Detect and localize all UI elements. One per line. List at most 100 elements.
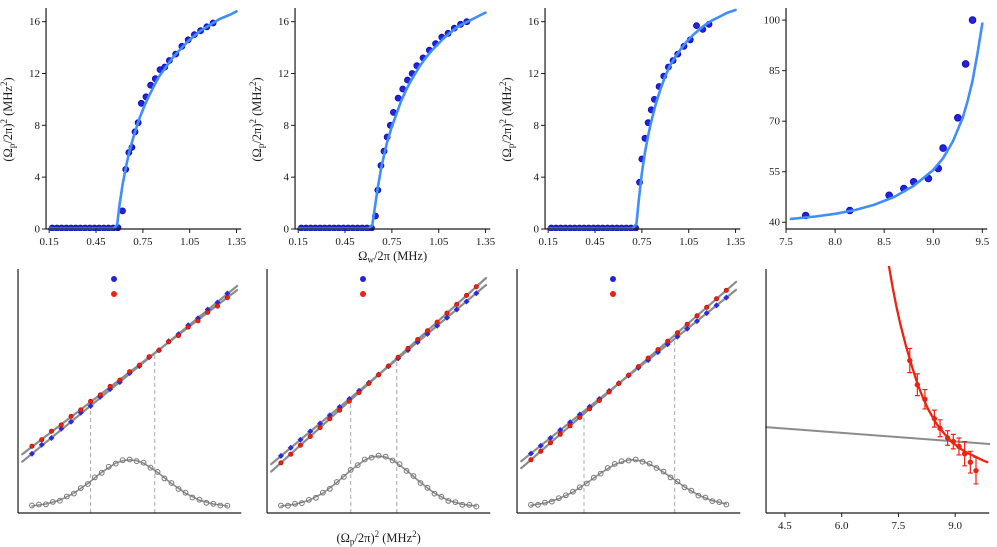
axes: 7.5 8.0 8.5 9.0 9.5 40 55 70 85 100 bbox=[763, 8, 989, 248]
x-axis-label: (Ωp/2π)2 (MHz2) bbox=[337, 529, 421, 546]
y-axis-label: (Ωp/2π)2 (MHz2) bbox=[249, 77, 266, 161]
x-tick-label: 0.75 bbox=[382, 236, 402, 248]
panel-bottom-3 bbox=[499, 265, 748, 547]
chart-svg-b4: 4.5 6.0 7.5 9.0 bbox=[764, 266, 990, 532]
x-tick-label: 1.05 bbox=[180, 236, 200, 248]
panel-top-3: 0.15 0.45 0.75 1.05 1.35 0 4 8 12 16 (Ωp/2π)2 (MHz… bbox=[499, 0, 748, 265]
x-tick-label: 0.15 bbox=[40, 236, 60, 248]
x-tick-label: 0.15 bbox=[538, 236, 558, 248]
legend-marker bbox=[111, 291, 118, 297]
panel-top-1: 0.15 0.45 0.75 1.05 1.35 0 4 8 12 16 (Ωp/2π)2 (MHz… bbox=[0, 0, 249, 265]
plot-area bbox=[546, 8, 737, 231]
x-tick-label: 0.45 bbox=[336, 236, 356, 248]
y-tick-label: 55 bbox=[769, 166, 781, 178]
y-tick-label: 0 bbox=[35, 224, 41, 236]
y-axis-label: (Ωp/2π)2 (MHz2) bbox=[499, 77, 516, 161]
series-pump-data bbox=[298, 18, 471, 231]
y-tick-label: 12 bbox=[29, 68, 40, 80]
series-pump-data bbox=[547, 20, 712, 231]
x-tick-label: 7.5 bbox=[891, 520, 905, 532]
y-tick-label: 40 bbox=[769, 217, 781, 229]
x-tick-label: 0.75 bbox=[632, 236, 652, 248]
axes: 4.5 6.0 7.5 9.0 bbox=[765, 269, 989, 532]
x-tick-label: 9.0 bbox=[926, 236, 940, 248]
y-tick-label: 4 bbox=[533, 172, 539, 184]
x-tick-label: 1.05 bbox=[679, 236, 699, 248]
axes: 0.15 0.45 0.75 1.05 1.35 0 4 8 12 16 (Ωp/2π)2 (MHz… bbox=[499, 8, 745, 248]
series-hump-points bbox=[29, 456, 231, 509]
series-red-decay-fit bbox=[887, 266, 989, 464]
series-exp-fit bbox=[789, 22, 984, 221]
axes: (Ωp/2π)2 (MHz2) bbox=[266, 269, 491, 547]
plot-area bbox=[297, 11, 488, 231]
x-tick-label: 8.0 bbox=[828, 236, 842, 248]
y-tick-label: 0 bbox=[284, 224, 290, 236]
x-tick-label: 0.45 bbox=[585, 236, 605, 248]
y-tick-label: 8 bbox=[284, 120, 290, 132]
y-tick-label: 16 bbox=[29, 16, 41, 28]
axes bbox=[515, 269, 740, 514]
series-blue-data bbox=[801, 16, 977, 220]
x-axis-label: Ωw/2π (MHz) bbox=[358, 249, 427, 265]
x-tick-label: 7.5 bbox=[779, 236, 793, 248]
series-red-branch bbox=[527, 287, 729, 463]
series-red-branch bbox=[29, 295, 230, 449]
series-red-errorbar-data bbox=[906, 347, 979, 485]
panel-top-2: 0.15 0.45 0.75 1.05 1.35 0 4 8 12 16 Ωw/2π (MHz) (Ω… bbox=[249, 0, 498, 265]
x-tick-label: 6.0 bbox=[835, 520, 849, 532]
series-threshold-fit bbox=[546, 8, 737, 230]
panel-bottom-4: 4.5 6.0 7.5 9.0 bbox=[748, 265, 997, 547]
y-tick-label: 4 bbox=[284, 172, 290, 184]
legend-marker bbox=[360, 291, 367, 297]
x-tick-label: 0.15 bbox=[289, 236, 309, 248]
x-tick-label: 4.5 bbox=[778, 520, 792, 532]
y-tick-label: 85 bbox=[769, 65, 781, 77]
plot-area bbox=[519, 280, 737, 513]
chart-svg-b1 bbox=[17, 269, 242, 514]
series-hump-points bbox=[278, 452, 480, 510]
legend-marker bbox=[360, 276, 367, 282]
plot-area bbox=[47, 10, 238, 231]
y-tick-label: 0 bbox=[533, 224, 539, 236]
series-red-branch bbox=[278, 284, 480, 466]
series-hump-curve bbox=[529, 459, 727, 507]
y-tick-label: 16 bbox=[528, 16, 540, 28]
panel-bottom-1 bbox=[0, 265, 249, 547]
chart-svg-t3: 0.15 0.45 0.75 1.05 1.35 0 4 8 12 16 (Ωp/2π)2 (MHz… bbox=[499, 8, 745, 248]
chart-svg-t1: 0.15 0.45 0.75 1.05 1.35 0 4 8 12 16 (Ωp/2π)2 (MHz… bbox=[0, 8, 247, 248]
panel-top-4: 7.5 8.0 8.5 9.0 9.5 40 55 70 85 100 bbox=[748, 0, 997, 265]
y-tick-label: 12 bbox=[278, 68, 289, 80]
x-tick-label: 1.05 bbox=[429, 236, 449, 248]
y-tick-label: 12 bbox=[528, 68, 539, 80]
y-tick-label: 100 bbox=[763, 15, 780, 27]
x-tick-label: 1.35 bbox=[725, 236, 745, 248]
x-tick-label: 8.5 bbox=[877, 236, 891, 248]
x-tick-label: 9.5 bbox=[975, 236, 989, 248]
panel-bottom-2: (Ωp/2π)2 (MHz2) bbox=[249, 265, 498, 547]
legend-marker bbox=[111, 276, 118, 282]
series-threshold-fit bbox=[47, 10, 238, 230]
series-pump-data bbox=[48, 19, 217, 231]
plot-area bbox=[764, 266, 990, 485]
x-tick-label: 9.0 bbox=[948, 520, 962, 532]
y-tick-label: 16 bbox=[278, 16, 290, 28]
axes: 0.15 0.45 0.75 1.05 1.35 0 4 8 12 16 Ωw/2π (MHz) (Ω… bbox=[249, 8, 496, 265]
y-tick-label: 4 bbox=[35, 172, 41, 184]
x-tick-label: 1.35 bbox=[227, 236, 247, 248]
axes: 0.15 0.45 0.75 1.05 1.35 0 4 8 12 16 (Ωp/2π)2 (MHz… bbox=[0, 8, 247, 248]
y-tick-label: 70 bbox=[769, 116, 781, 128]
axes bbox=[17, 269, 242, 514]
chart-svg-t4: 7.5 8.0 8.5 9.0 9.5 40 55 70 85 100 bbox=[763, 8, 989, 248]
legend-marker bbox=[609, 276, 616, 282]
x-tick-label: 1.35 bbox=[476, 236, 496, 248]
series-threshold-fit bbox=[297, 11, 488, 230]
plot-area bbox=[789, 16, 984, 221]
legend-marker bbox=[609, 291, 616, 297]
x-tick-label: 0.75 bbox=[133, 236, 153, 248]
series-hump-points bbox=[527, 456, 729, 508]
x-tick-label: 0.45 bbox=[86, 236, 106, 248]
chart-svg-b2: (Ωp/2π)2 (MHz2) bbox=[266, 269, 491, 547]
chart-svg-t2: 0.15 0.45 0.75 1.05 1.35 0 4 8 12 16 Ωw/2π (MHz) (Ω… bbox=[249, 8, 496, 265]
y-tick-label: 8 bbox=[533, 120, 539, 132]
